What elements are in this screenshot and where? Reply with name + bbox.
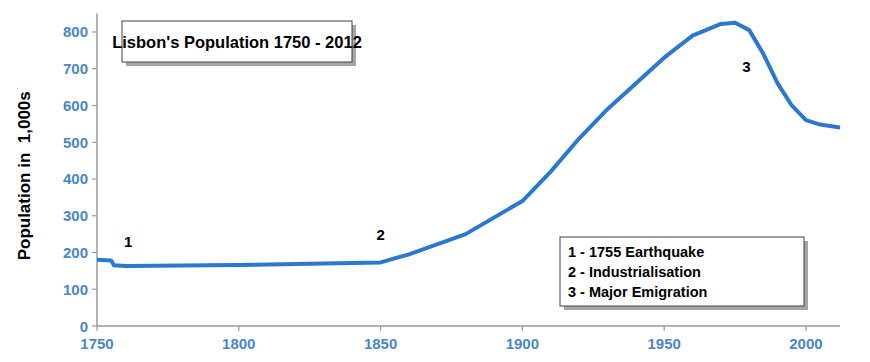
y-tick xyxy=(92,252,97,253)
note: 1 - 1755 Earthquake xyxy=(568,244,704,260)
note: 2 - Industrialisation xyxy=(568,264,701,280)
chart-title: Lisbon's Population 1750 - 2012 xyxy=(112,33,362,51)
x-tick-label: 2000 xyxy=(789,335,822,352)
y-tick xyxy=(92,105,97,106)
note: 3 - Major Emigration xyxy=(568,284,707,300)
x-tick-label: 1750 xyxy=(80,335,113,352)
x-tick-label: 1800 xyxy=(222,335,255,352)
x-tick-label: 1850 xyxy=(364,335,397,352)
annotation: 2 xyxy=(376,226,384,243)
x-tick xyxy=(380,326,381,331)
y-tick xyxy=(92,142,97,143)
y-tick xyxy=(92,215,97,216)
y-tick xyxy=(92,289,97,290)
y-tick-label: 100 xyxy=(63,281,88,298)
y-tick-label: 400 xyxy=(63,170,88,187)
y-axis-label: Population in 1,000s xyxy=(15,91,34,260)
chart-svg: 0 100 200 300 400 500 600 700 800 1750 1800 1850 190… xyxy=(0,0,870,362)
y-tick-label: 600 xyxy=(63,97,88,114)
y-tick-label: 500 xyxy=(63,134,88,151)
chart-container: 0 100 200 300 400 500 600 700 800 1750 1800 1850 190… xyxy=(0,0,870,362)
y-tick xyxy=(92,325,97,326)
x-tick-label: 1900 xyxy=(506,335,539,352)
y-tick-label: 300 xyxy=(63,207,88,224)
y-tick xyxy=(92,31,97,32)
y-tick-label: 200 xyxy=(63,244,88,261)
x-tick-label: 1950 xyxy=(647,335,680,352)
x-tick xyxy=(238,326,239,331)
y-tick-label: 0 xyxy=(80,318,88,335)
annotation: 3 xyxy=(742,58,750,75)
x-tick xyxy=(96,326,97,331)
x-tick xyxy=(522,326,523,331)
annotation: 1 xyxy=(124,233,132,250)
notes-box xyxy=(560,237,804,306)
x-tick xyxy=(664,326,665,331)
y-tick xyxy=(92,68,97,69)
x-axis xyxy=(97,325,840,327)
y-axis xyxy=(96,14,98,326)
y-tick-label: 700 xyxy=(63,60,88,77)
y-tick xyxy=(92,178,97,179)
x-tick xyxy=(805,326,806,331)
y-tick-label: 800 xyxy=(63,23,88,40)
